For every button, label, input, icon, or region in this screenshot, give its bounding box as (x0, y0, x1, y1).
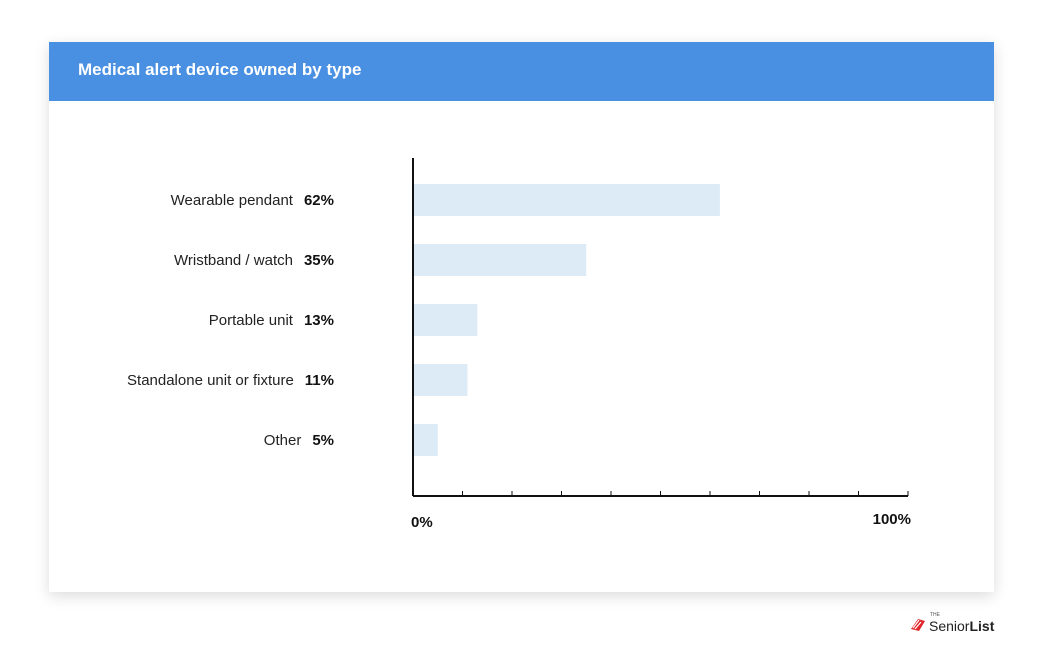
bar (414, 304, 478, 336)
bar (414, 364, 468, 396)
chart-title: Medical alert device owned by type (78, 60, 362, 79)
bar (414, 244, 587, 276)
brand-name-light: Senior (929, 618, 970, 634)
category-label: Wearable pendant (171, 192, 294, 209)
category-label: Wristband / watch (174, 252, 293, 269)
value-label: 13% (304, 312, 334, 329)
brand-prefix: THE (930, 612, 940, 618)
card-header: Medical alert device owned by type (49, 42, 994, 101)
brand-name: SeniorList (929, 618, 994, 634)
book-icon (911, 619, 925, 631)
x-tick-label-min: 0% (411, 514, 433, 531)
category-label: Portable unit (209, 312, 294, 329)
category-label: Other (264, 432, 302, 449)
value-label: 62% (304, 192, 334, 209)
bar (414, 184, 720, 216)
value-label: 11% (305, 372, 334, 389)
category-label: Standalone unit or fixture (127, 372, 294, 389)
x-tick-label-max: 100% (873, 511, 911, 528)
value-label: 5% (312, 432, 334, 449)
brand-name-bold: List (969, 618, 995, 634)
brand-logo: THE SeniorList (909, 612, 994, 636)
value-label: 35% (304, 252, 334, 269)
chart-card: Medical alert device owned by type (49, 42, 994, 592)
bar (414, 424, 438, 456)
